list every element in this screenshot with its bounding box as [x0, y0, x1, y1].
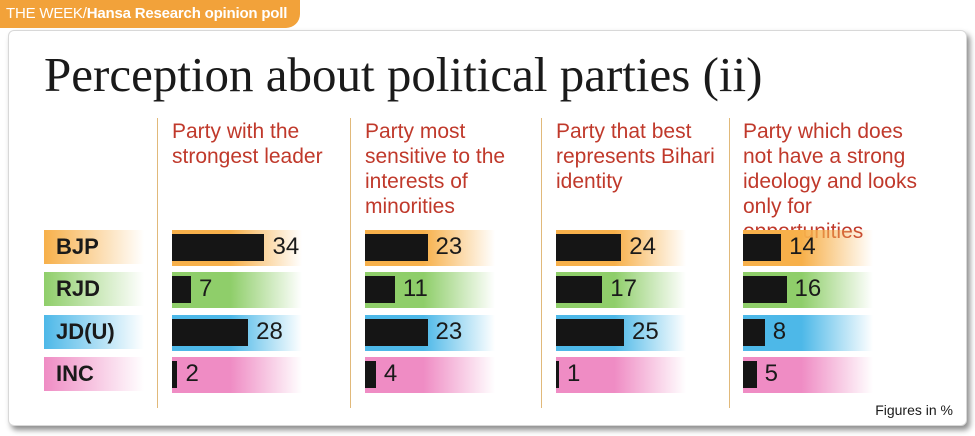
column-divider — [157, 118, 158, 408]
bar — [743, 276, 787, 303]
bar-value-label: 17 — [610, 275, 637, 302]
bar — [172, 234, 265, 261]
column-divider — [541, 118, 542, 408]
row-gradient — [556, 357, 686, 393]
banner-text: THE WEEK/Hansa Research opinion poll — [6, 5, 287, 22]
bar-value-label: 1 — [567, 360, 581, 387]
bar-value-label: 14 — [789, 233, 816, 260]
bar — [365, 361, 376, 388]
bar-value-label: 4 — [383, 360, 398, 387]
column-divider — [729, 118, 730, 408]
bar-value-label: 7 — [199, 275, 213, 302]
column-heading: Party which does not have a strong ideol… — [743, 120, 917, 243]
banner-publication: THE WEEK/ — [6, 5, 87, 22]
column-heading: Party with the strongest leader — [172, 120, 323, 168]
bar-value-label: 24 — [629, 233, 656, 260]
bar-value-label: 11 — [402, 275, 428, 302]
column-divider — [350, 118, 351, 408]
party-label: INC — [44, 357, 144, 391]
bar-value-label: 16 — [794, 275, 822, 302]
chart-title: Perception about political parties (ii) — [44, 47, 763, 102]
bar-value-label: 2 — [185, 360, 199, 387]
poll-banner: THE WEEK/Hansa Research opinion poll — [0, 0, 300, 28]
bar-value-label: 8 — [772, 318, 787, 345]
column-heading: Party that best represents Bihari identi… — [556, 120, 715, 193]
bar — [556, 319, 624, 346]
bar — [365, 234, 428, 261]
bar-value-label: 23 — [435, 233, 463, 260]
bar-value-label: 5 — [764, 360, 778, 387]
row-gradient — [743, 357, 873, 393]
party-label: RJD — [44, 272, 144, 306]
party-label: BJP — [44, 230, 144, 264]
bar — [556, 361, 559, 388]
bar — [743, 319, 765, 346]
units-footnote: Figures in % — [875, 402, 953, 418]
bar-value-label: 34 — [272, 233, 300, 260]
row-gradient — [365, 357, 495, 393]
bar — [365, 276, 395, 303]
bar — [743, 361, 757, 388]
bar-value-label: 23 — [435, 318, 463, 345]
column-heading: Party most sensitive to the interests of… — [365, 120, 506, 218]
row-gradient — [172, 357, 302, 393]
bar — [556, 234, 622, 261]
bar-value-label: 25 — [632, 318, 659, 345]
banner-source: Hansa Research opinion poll — [86, 5, 288, 22]
bar-value-label: 28 — [256, 318, 283, 345]
bar — [172, 319, 249, 346]
row-gradient — [172, 272, 302, 308]
party-label: JD(U) — [44, 315, 144, 349]
bar — [743, 234, 782, 261]
bar — [172, 361, 178, 388]
bar — [172, 276, 192, 303]
bar — [365, 319, 428, 346]
bar — [556, 276, 603, 303]
